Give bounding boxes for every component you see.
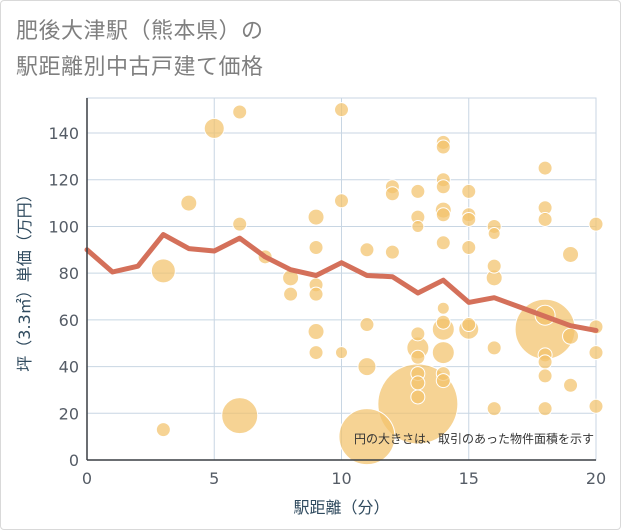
y-tick-label: 100 — [48, 217, 79, 236]
data-point — [283, 286, 299, 302]
y-tick-label: 80 — [59, 264, 79, 283]
data-point — [410, 389, 426, 405]
y-axis-label: 坪（3.3㎡）単価（万円） — [15, 186, 34, 371]
data-point — [435, 207, 451, 223]
x-tick-label: 20 — [586, 469, 606, 488]
data-point — [461, 317, 477, 333]
data-point — [537, 368, 553, 384]
data-point — [357, 357, 377, 377]
x-tick-label: 10 — [331, 469, 351, 488]
data-point — [335, 346, 348, 360]
data-point — [436, 301, 450, 315]
x-tick-label: 15 — [459, 469, 479, 488]
data-point — [562, 245, 580, 263]
data-point — [334, 102, 349, 118]
chart-title: 肥後大津駅（熊本県）の 駅距離別中古戸建て価格 — [16, 14, 264, 86]
data-point — [359, 317, 375, 333]
data-point — [338, 408, 396, 466]
data-point — [232, 216, 248, 232]
data-point — [307, 323, 325, 341]
data-point — [155, 422, 171, 438]
y-tick-label: 60 — [59, 311, 79, 330]
data-point — [435, 314, 451, 330]
data-point — [410, 183, 426, 199]
x-axis-label: 駅距離（分） — [293, 498, 389, 517]
data-point — [384, 186, 400, 202]
data-point — [486, 340, 502, 356]
chart-title-line1: 肥後大津駅（熊本県）の — [16, 19, 264, 44]
data-point — [461, 211, 477, 227]
data-point — [486, 401, 502, 417]
data-point — [410, 375, 426, 391]
data-point — [435, 179, 451, 195]
data-point — [203, 117, 225, 139]
data-point — [588, 345, 604, 361]
data-point — [221, 397, 259, 435]
data-point — [431, 341, 455, 365]
data-point — [308, 286, 324, 302]
data-point — [359, 242, 375, 258]
data-point — [537, 160, 553, 176]
data-point — [537, 401, 553, 417]
data-point — [486, 258, 502, 274]
y-tick-label: 120 — [48, 171, 79, 190]
data-point — [487, 226, 501, 240]
y-tick-label: 140 — [48, 124, 79, 143]
data-point — [232, 104, 248, 120]
y-tick-label: 20 — [59, 404, 79, 423]
data-point — [411, 219, 425, 233]
chart-title-line2: 駅距離別中古戸建て価格 — [16, 55, 264, 80]
data-point — [537, 211, 553, 227]
tick-labels: 0 5 10 15 20 0 20 40 60 80 100 120 140 — [48, 124, 606, 488]
data-point — [180, 194, 198, 212]
data-point — [307, 208, 325, 226]
trend-line-group — [84, 232, 599, 333]
x-tick-label: 0 — [82, 469, 92, 488]
data-point — [563, 377, 579, 393]
y-tick-label: 0 — [69, 451, 79, 470]
data-points — [150, 102, 604, 466]
data-point — [562, 327, 580, 345]
data-point — [461, 239, 477, 255]
axes — [86, 98, 596, 461]
y-tick-label: 40 — [59, 358, 79, 377]
data-point — [410, 349, 426, 365]
data-point — [334, 193, 349, 209]
data-point — [588, 398, 604, 414]
data-point — [435, 139, 451, 155]
trend-line — [84, 232, 599, 333]
data-point — [150, 258, 176, 284]
size-note: 円の大きさは、取引のあった物件面積を示す — [354, 431, 594, 446]
data-point — [461, 183, 477, 199]
data-point — [384, 244, 400, 260]
data-point — [410, 326, 426, 342]
x-tick-label: 5 — [209, 469, 219, 488]
data-point — [537, 354, 553, 370]
data-point — [435, 373, 451, 389]
data-point — [435, 235, 451, 251]
data-point — [588, 216, 604, 232]
data-point — [308, 345, 324, 361]
data-point — [308, 239, 324, 255]
